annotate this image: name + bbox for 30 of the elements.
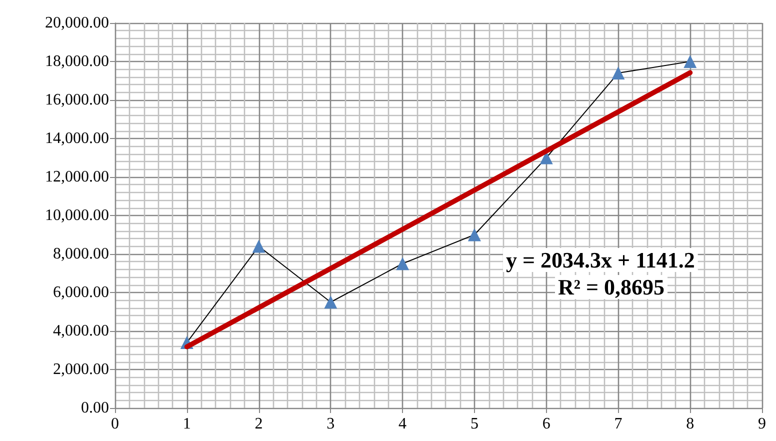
y-tick-label: 2,000.00 bbox=[53, 361, 109, 378]
point bbox=[324, 296, 338, 309]
point bbox=[468, 228, 481, 242]
x-tick-label: 0 bbox=[111, 416, 119, 432]
x-tick-label: 3 bbox=[326, 416, 335, 432]
annotation: R² = 0,8695 bbox=[558, 274, 665, 300]
x-tick-label: 6 bbox=[542, 416, 550, 432]
point bbox=[684, 55, 697, 68]
x-tick-label: 7 bbox=[614, 416, 622, 432]
y-tick-label: 0.00 bbox=[81, 400, 109, 416]
point bbox=[396, 257, 410, 270]
annotation: y = 2034.3x + 1141.2 bbox=[506, 248, 695, 272]
point bbox=[612, 66, 625, 80]
y-tick-label: 10,000.00 bbox=[45, 207, 109, 224]
y-tick-label: 20,000.00 bbox=[45, 14, 109, 32]
y-tick-label: 18,000.00 bbox=[45, 53, 109, 70]
y-tick-label: 14,000.00 bbox=[45, 130, 109, 147]
point bbox=[540, 151, 553, 164]
x-tick-label: 2 bbox=[254, 416, 263, 432]
x-tick-label: 9 bbox=[758, 416, 766, 432]
y-tick-label: 4,000.00 bbox=[53, 322, 109, 340]
x-tick-label: 1 bbox=[182, 416, 191, 432]
y-tick-label: 6,000.00 bbox=[53, 284, 109, 301]
y-tick-label: 16,000.00 bbox=[45, 92, 109, 108]
x-tick-label: 8 bbox=[686, 416, 694, 432]
x-tick-label: 5 bbox=[470, 416, 478, 432]
point bbox=[252, 240, 266, 253]
x-tick-label: 4 bbox=[398, 416, 407, 432]
y-tick-label: 12,000.00 bbox=[45, 168, 109, 186]
y-tick-label: 8,000.00 bbox=[53, 246, 109, 262]
